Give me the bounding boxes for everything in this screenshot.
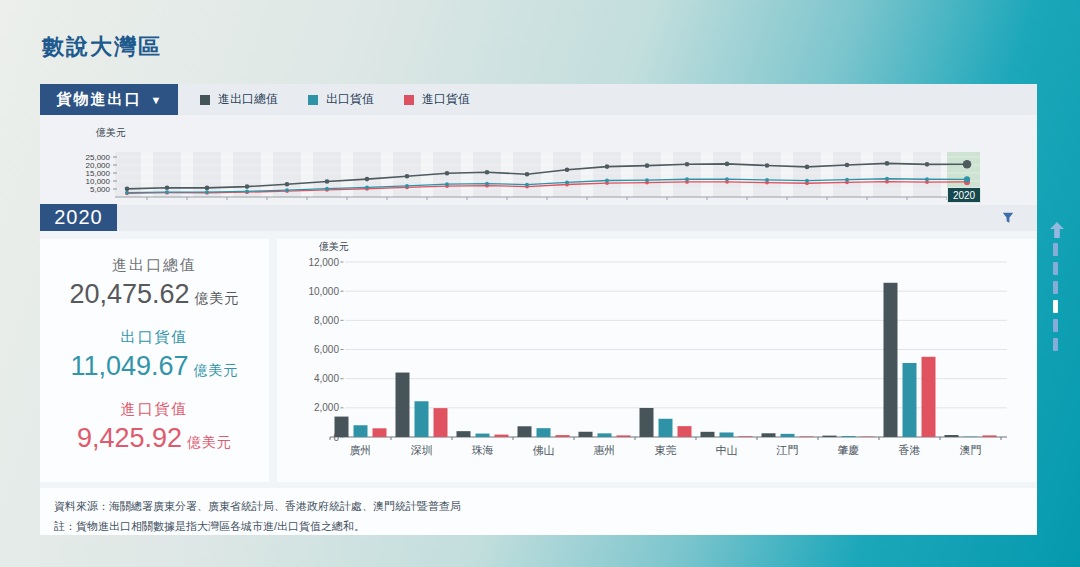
legend-item-export: 出口貨值 xyxy=(308,91,374,108)
legend-label-import: 進口貨值 xyxy=(422,91,470,108)
stats-panel: 進出口總值 20,475.62億美元 出口貨值 11,049.67億美元 進口貨… xyxy=(40,239,269,482)
year-filter-row: 2020 xyxy=(40,205,1037,231)
stat-total-value: 20,475.62億美元 xyxy=(40,279,269,310)
svg-text:惠州: 惠州 xyxy=(594,444,616,456)
scroll-up-arrow-icon[interactable] xyxy=(1050,222,1064,238)
svg-text:4,000: 4,000 xyxy=(314,373,339,384)
stat-import-label: 進口貨值 xyxy=(40,400,269,419)
legend-label-total: 進出口總值 xyxy=(218,91,278,108)
stat-export: 出口貨值 11,049.67億美元 xyxy=(40,328,269,382)
stat-export-label: 出口貨值 xyxy=(40,328,269,347)
svg-text:澳門: 澳門 xyxy=(960,444,982,456)
category-dropdown-label: 貨物進出口 xyxy=(57,90,142,109)
svg-text:江門: 江門 xyxy=(776,444,799,456)
timeline-panel: 億美元 5,00010,00015,00020,00025,000 2020 xyxy=(40,115,1037,205)
city-bar-chart[interactable]: 02,0004,0006,0008,00010,00012,000廣州深圳珠海佛… xyxy=(277,239,1037,482)
page-title: 數說大灣區 xyxy=(42,32,162,62)
svg-text:8,000: 8,000 xyxy=(314,315,339,326)
svg-text:深圳: 深圳 xyxy=(411,444,433,456)
data-source-text: 資料來源：海關總署廣東分署、廣東省統計局、香港政府統計處、澳門統計暨普查局 xyxy=(54,496,1023,516)
svg-text:15,000: 15,000 xyxy=(86,169,111,178)
svg-text:肇慶: 肇慶 xyxy=(838,444,860,456)
svg-text:6,000: 6,000 xyxy=(314,344,339,355)
category-dropdown[interactable]: 貨物進出口 ▼ xyxy=(40,84,178,115)
legend-swatch-import xyxy=(404,95,414,105)
stat-import: 進口貨值 9,425.92億美元 xyxy=(40,400,269,454)
city-bar-panel: 億美元 02,0004,0006,0008,00010,00012,000廣州深… xyxy=(277,239,1037,482)
svg-text:20,000: 20,000 xyxy=(86,161,111,170)
filter-icon[interactable] xyxy=(1002,212,1014,224)
svg-text:5,000: 5,000 xyxy=(90,185,111,194)
chart-legend: 進出口總值 出口貨值 進口貨值 xyxy=(200,84,470,115)
svg-text:廣州: 廣州 xyxy=(350,444,372,456)
bar-unit-label: 億美元 xyxy=(319,240,349,254)
footer-note: 資料來源：海關總署廣東分署、廣東省統計局、香港政府統計處、澳門統計暨普查局 註：… xyxy=(40,488,1037,535)
svg-text:香港: 香港 xyxy=(899,444,921,456)
timeline-tooltip: 2020 xyxy=(947,187,981,203)
year-badge: 2020 xyxy=(40,204,117,231)
scroll-current-position xyxy=(1053,300,1058,313)
svg-text:25,000: 25,000 xyxy=(86,153,111,162)
legend-item-total: 進出口總值 xyxy=(200,91,278,108)
timeline-line-chart[interactable]: 5,00010,00015,00020,00025,000 xyxy=(40,115,1037,205)
stat-total-label: 進出口總值 xyxy=(40,256,269,275)
stat-total: 進出口總值 20,475.62億美元 xyxy=(40,256,269,310)
svg-text:珠海: 珠海 xyxy=(472,444,494,456)
chevron-down-icon: ▼ xyxy=(151,94,162,106)
scroll-indicator[interactable] xyxy=(1053,243,1058,351)
timeline-unit-label: 億美元 xyxy=(96,126,126,140)
svg-text:2,000: 2,000 xyxy=(314,402,339,413)
svg-text:中山: 中山 xyxy=(716,444,738,456)
legend-label-export: 出口貨值 xyxy=(326,91,374,108)
control-bar: 貨物進出口 ▼ 進出口總值 出口貨值 進口貨值 xyxy=(40,84,1037,115)
legend-item-import: 進口貨值 xyxy=(404,91,470,108)
svg-text:東莞: 東莞 xyxy=(655,444,677,456)
svg-text:佛山: 佛山 xyxy=(533,444,555,456)
legend-swatch-export xyxy=(308,95,318,105)
note-text: 註：貨物進出口相關數據是指大灣區各城市進/出口貨值之總和。 xyxy=(54,516,1023,536)
stat-import-value: 9,425.92億美元 xyxy=(40,423,269,454)
dashboard-page: 數說大灣區 貨物進出口 ▼ 進出口總值 出口貨值 進口貨值 億美元 5,0001… xyxy=(0,0,1080,567)
stat-export-value: 11,049.67億美元 xyxy=(40,351,269,382)
svg-text:12,000: 12,000 xyxy=(308,257,339,268)
svg-text:10,000: 10,000 xyxy=(86,177,111,186)
svg-text:10,000: 10,000 xyxy=(308,286,339,297)
legend-swatch-total xyxy=(200,95,210,105)
